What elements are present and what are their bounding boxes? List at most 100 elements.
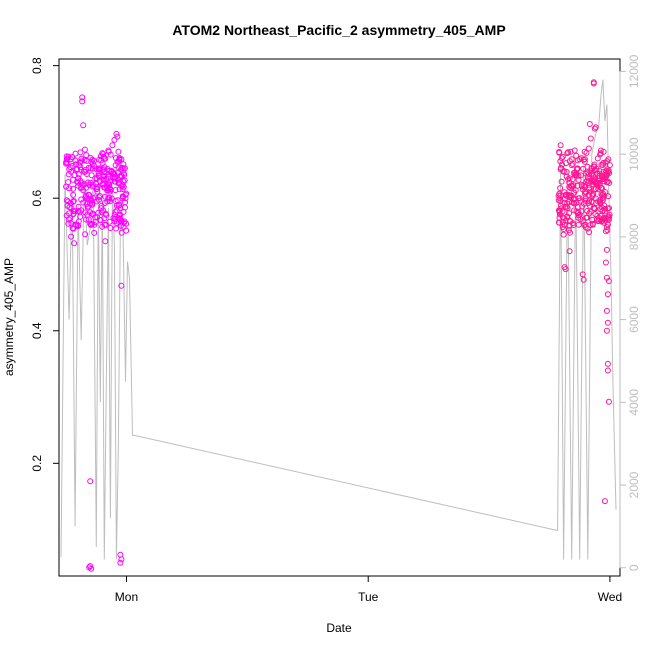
data-point (109, 142, 116, 149)
data-point (118, 282, 125, 289)
data-point (68, 168, 75, 175)
data-point (575, 176, 582, 183)
data-point (113, 225, 120, 232)
data-point (102, 155, 109, 162)
data-point (122, 195, 129, 202)
data-point (96, 165, 103, 172)
data-point (65, 216, 72, 223)
data-point (584, 174, 591, 180)
data-point (72, 208, 79, 215)
data-point (118, 183, 125, 190)
data-point (556, 149, 563, 155)
data-point (105, 194, 112, 201)
y-axis: 0.2 0.4 0.6 0.8 (30, 57, 60, 472)
data-point (574, 165, 581, 172)
data-point (603, 307, 610, 314)
data-point (87, 478, 94, 485)
data-point (606, 211, 613, 218)
data-point (598, 185, 605, 192)
y-axis-label: asymmetry_405_AMP (2, 258, 16, 376)
data-point (569, 220, 576, 227)
data-point (565, 176, 572, 183)
data-point (600, 168, 607, 175)
y2-tick-label: 2000 (627, 471, 641, 498)
data-point (561, 199, 568, 206)
data-point (556, 208, 563, 214)
data-point (603, 327, 610, 334)
data-point (580, 218, 587, 225)
data-point (111, 136, 118, 143)
data-point (75, 171, 82, 178)
data-point (602, 215, 609, 222)
data-point (77, 213, 84, 220)
data-point (600, 159, 607, 166)
data-point (578, 181, 585, 188)
data-point (79, 98, 86, 105)
data-point (123, 227, 130, 234)
data-point (105, 173, 112, 180)
data-point (555, 192, 562, 199)
data-point (66, 185, 73, 192)
data-point (114, 133, 121, 140)
data-point (107, 225, 114, 231)
data-point (557, 185, 564, 192)
data-point (560, 231, 567, 238)
data-point (587, 135, 594, 142)
data-point (100, 180, 107, 187)
data-point (116, 173, 123, 180)
data-point (604, 291, 611, 298)
y2-tick-label: 10000 (627, 137, 641, 171)
scatter-points-layer (63, 79, 613, 572)
data-point (63, 159, 70, 166)
data-point (564, 150, 571, 157)
data-point (583, 170, 590, 177)
data-point (118, 556, 125, 563)
data-point (566, 248, 573, 255)
secondary-line-layer (60, 79, 617, 560)
data-point (115, 148, 122, 155)
data-point (75, 208, 81, 215)
data-point (588, 199, 595, 206)
data-point (82, 231, 89, 238)
data-point (604, 178, 611, 185)
data-point (601, 498, 608, 505)
data-point (113, 207, 120, 214)
x-axis-label: Date (326, 621, 352, 635)
y-tick-label: 0.4 (30, 322, 44, 339)
y2-tick-label: 4000 (627, 389, 641, 416)
data-point (63, 197, 70, 204)
data-point (570, 196, 577, 203)
data-point (564, 205, 571, 212)
data-point (89, 201, 96, 208)
data-point (69, 154, 76, 161)
data-point (597, 212, 604, 219)
data-point (84, 211, 91, 218)
data-point (558, 178, 565, 185)
data-point (556, 195, 563, 202)
data-point (75, 179, 82, 186)
data-point (567, 148, 574, 155)
data-point (80, 122, 87, 129)
data-point (586, 185, 593, 192)
data-point (67, 215, 74, 222)
data-point (594, 155, 601, 162)
data-point (572, 187, 579, 194)
data-point (580, 156, 587, 163)
data-point (103, 221, 109, 228)
data-point (581, 148, 588, 155)
data-point (105, 147, 112, 154)
data-point (83, 152, 90, 159)
y-tick-label: 0.8 (30, 57, 44, 74)
data-point (78, 179, 85, 186)
data-point (112, 155, 119, 161)
data-point (108, 168, 115, 175)
x-tick-label: Tue (358, 590, 379, 604)
data-point (118, 217, 125, 224)
y2-tick-label: 0 (627, 564, 641, 571)
data-point (576, 195, 583, 202)
data-point (566, 175, 573, 182)
data-point (120, 208, 127, 215)
data-point (87, 221, 94, 228)
data-point (559, 208, 566, 215)
